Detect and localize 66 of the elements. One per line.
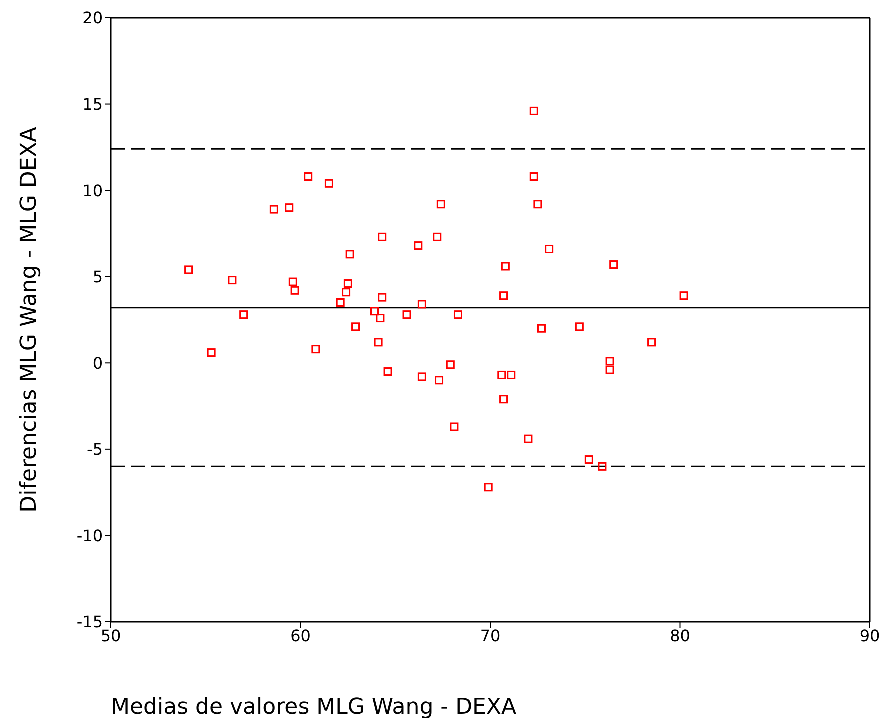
y-tick-label: -10: [76, 526, 103, 546]
point: [530, 172, 538, 182]
point: [484, 483, 493, 492]
point: [228, 276, 237, 285]
point: [288, 278, 298, 286]
point: [507, 370, 516, 380]
y-tick-label: 15: [82, 94, 103, 114]
point: [290, 286, 300, 295]
point: [352, 322, 360, 332]
y-tick-label: 20: [82, 8, 103, 28]
y-tick-label: 5: [92, 268, 103, 287]
point: [545, 244, 554, 254]
point: [530, 106, 538, 116]
point: [285, 204, 294, 212]
x-tick-label: 90: [860, 626, 880, 646]
point: [304, 172, 313, 182]
point: [498, 370, 506, 380]
point: [610, 260, 618, 270]
point: [500, 292, 508, 300]
point: [184, 266, 194, 274]
point: [450, 422, 459, 432]
point: [344, 280, 352, 288]
point: [537, 324, 546, 333]
point: [374, 338, 383, 347]
point: [324, 179, 334, 188]
point: [336, 298, 345, 307]
point: [418, 372, 426, 382]
point: [207, 348, 216, 358]
point: [384, 368, 392, 376]
point: [501, 262, 510, 271]
point: [414, 242, 423, 250]
point: [346, 250, 354, 259]
point: [446, 360, 455, 370]
point: [598, 462, 607, 471]
y-tick-label: 10: [82, 181, 103, 200]
point: [575, 322, 584, 332]
point: [534, 200, 542, 209]
x-tick-label: 70: [480, 626, 501, 646]
y-tick-label: -5: [87, 440, 103, 460]
x-tick-label: 60: [290, 626, 311, 646]
point: [270, 205, 278, 214]
y-tick-label: -15: [76, 612, 103, 632]
point: [606, 366, 614, 374]
point: [524, 434, 533, 444]
point: [584, 456, 594, 464]
point: [370, 307, 380, 316]
point: [435, 376, 444, 385]
point: [606, 357, 614, 366]
y-axis-title: Diferencias MLG Wang - MLG DEXA: [16, 127, 42, 513]
point: [680, 292, 688, 300]
point: [378, 293, 387, 302]
point: [342, 288, 351, 297]
point: [436, 200, 446, 209]
point: [376, 314, 385, 323]
point: [648, 338, 656, 347]
x-tick-label: 50: [100, 626, 122, 646]
point: [402, 310, 412, 320]
y-tick-label: 0: [92, 354, 103, 373]
point: [418, 300, 426, 309]
point: [500, 395, 508, 404]
point: [378, 232, 387, 242]
point: [312, 345, 320, 354]
point: [240, 310, 248, 320]
x-tick-label: 80: [670, 626, 690, 646]
point: [454, 310, 462, 320]
point: [433, 232, 442, 242]
